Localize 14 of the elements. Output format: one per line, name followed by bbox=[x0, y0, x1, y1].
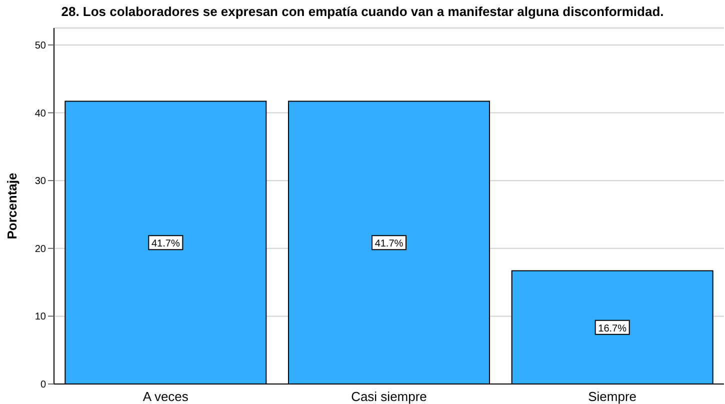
y-tick-label: 0 bbox=[40, 380, 46, 391]
y-axis-title: Porcentaje bbox=[4, 172, 20, 240]
x-tick-label: Siempre bbox=[588, 389, 637, 404]
y-tick-label: 10 bbox=[34, 312, 46, 323]
data-label: 41.7% bbox=[374, 238, 404, 250]
data-label: 16.7% bbox=[598, 323, 627, 334]
x-tick-label: Casi siempre bbox=[351, 389, 427, 404]
data-label: 41.7% bbox=[151, 238, 180, 250]
y-tick-label: 20 bbox=[34, 244, 46, 255]
y-tick-label: 30 bbox=[34, 176, 46, 188]
chart-title: 28. Los colaboradores se expresan con empatía cuando van a manifestar alguna disconformidad. bbox=[60, 4, 665, 19]
y-tick-label: 50 bbox=[34, 40, 46, 52]
x-tick-label: A veces bbox=[142, 389, 189, 404]
y-tick-label: 40 bbox=[34, 108, 46, 120]
